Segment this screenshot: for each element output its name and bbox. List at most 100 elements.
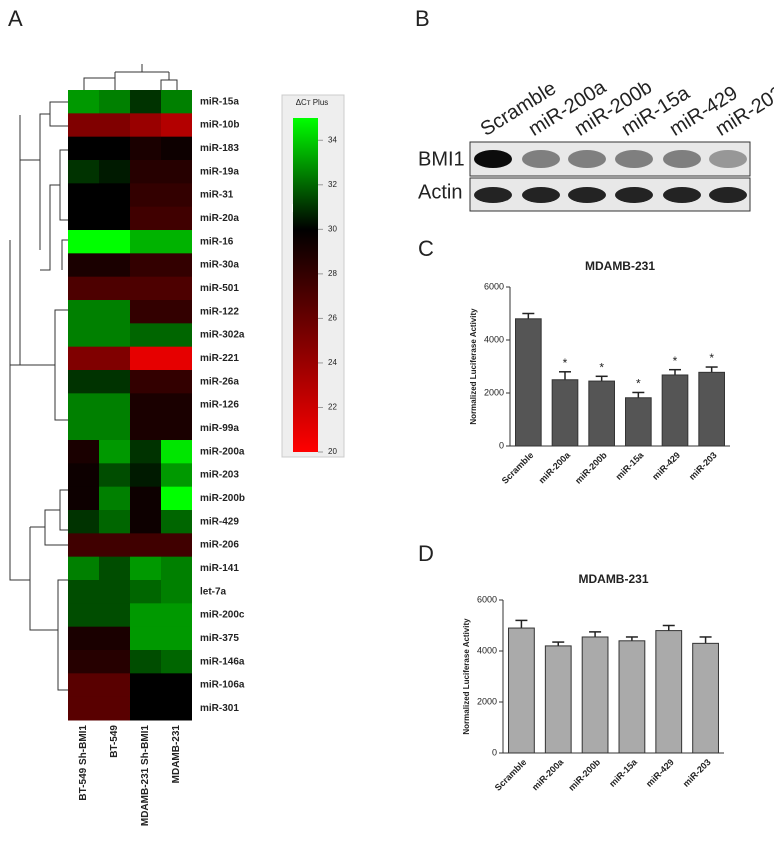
heatmap-cell bbox=[68, 346, 99, 371]
row-label: miR-200a bbox=[200, 446, 245, 457]
heatmap-cell bbox=[68, 696, 99, 721]
blot-band bbox=[522, 187, 560, 203]
heatmap-cell bbox=[99, 253, 130, 278]
row-label: miR-429 bbox=[200, 516, 239, 527]
heatmap-cell bbox=[99, 603, 130, 628]
heatmap-cell bbox=[161, 393, 192, 418]
heatmap-cell bbox=[99, 486, 130, 511]
panel-label: C bbox=[418, 236, 434, 261]
colorbar-tick-label: 28 bbox=[328, 269, 337, 278]
blot-band bbox=[615, 187, 653, 203]
blot-strip bbox=[469, 141, 751, 177]
row-label: miR-20a bbox=[200, 213, 239, 224]
heatmap-cell bbox=[161, 556, 192, 581]
x-tick-label: miR-200b bbox=[566, 757, 602, 793]
heatmap-cell bbox=[161, 346, 192, 371]
y-tick-label: 6000 bbox=[477, 594, 497, 604]
heatmap-cell bbox=[68, 603, 99, 628]
heatmap-cell bbox=[99, 300, 130, 324]
significance-mark: * bbox=[636, 377, 641, 391]
heatmap-cell bbox=[130, 580, 161, 604]
heatmap-cell bbox=[130, 696, 161, 721]
bar bbox=[698, 371, 725, 447]
heatmap-cell bbox=[130, 556, 161, 581]
heatmap-cell bbox=[161, 533, 192, 558]
row-label: miR-16 bbox=[200, 236, 234, 247]
colorbar bbox=[293, 118, 318, 452]
row-label: miR-200c bbox=[200, 610, 245, 621]
colorbar-tick-label: 26 bbox=[328, 314, 337, 323]
row-label: miR-19a bbox=[200, 166, 239, 177]
heatmap-cell bbox=[68, 650, 99, 674]
panel-label: A bbox=[8, 6, 23, 31]
heatmap-cell bbox=[161, 486, 192, 511]
heatmap-cell bbox=[161, 323, 192, 348]
heatmap-cell bbox=[68, 393, 99, 418]
x-tick-label: Scramble bbox=[500, 450, 536, 486]
heatmap-cell bbox=[99, 393, 130, 418]
heatmap-cell bbox=[130, 626, 161, 651]
row-dendrogram bbox=[9, 101, 68, 691]
colorbar-tick-label: 20 bbox=[328, 447, 337, 456]
x-tick-label: miR-203 bbox=[681, 757, 713, 789]
heatmap-cell bbox=[161, 276, 192, 301]
bar bbox=[581, 636, 609, 754]
heatmap-cell bbox=[130, 673, 161, 698]
row-label: miR-146a bbox=[200, 656, 245, 667]
heatmap-cell bbox=[161, 370, 192, 394]
row-label: miR-302a bbox=[200, 330, 245, 341]
column-label: BT-549 bbox=[109, 725, 120, 758]
row-label: miR-106a bbox=[200, 680, 245, 691]
bar bbox=[625, 397, 652, 447]
heatmap-cell bbox=[99, 136, 130, 161]
heatmap-cell bbox=[130, 253, 161, 278]
heatmap-cell bbox=[161, 416, 192, 441]
heatmap-cell bbox=[68, 253, 99, 278]
heatmap-cell bbox=[130, 370, 161, 394]
heatmap-cell bbox=[68, 183, 99, 208]
y-tick-label: 2000 bbox=[484, 387, 504, 397]
blot-band bbox=[615, 150, 653, 168]
heatmap-cell bbox=[68, 580, 99, 604]
chart-title: MDAMB-231 bbox=[578, 572, 648, 586]
bar bbox=[692, 642, 719, 754]
blot-band bbox=[568, 150, 606, 168]
heatmap-cell bbox=[130, 650, 161, 674]
heatmap-cell bbox=[130, 440, 161, 464]
heatmap-cell bbox=[99, 510, 130, 534]
heatmap-cell bbox=[130, 160, 161, 184]
heatmap-cell bbox=[161, 90, 192, 114]
blot-band bbox=[663, 187, 701, 203]
heatmap-cell bbox=[68, 510, 99, 534]
row-label: miR-26a bbox=[200, 376, 239, 387]
heatmap-cell bbox=[99, 230, 130, 254]
row-label: miR-183 bbox=[200, 143, 239, 154]
heatmap-cell bbox=[130, 230, 161, 254]
heatmap-cell bbox=[161, 626, 192, 651]
heatmap-cell bbox=[99, 533, 130, 558]
heatmap-cell bbox=[68, 370, 99, 394]
heatmap-cell bbox=[161, 300, 192, 324]
heatmap-cell bbox=[130, 416, 161, 441]
significance-mark: * bbox=[599, 360, 604, 374]
bar bbox=[655, 630, 683, 754]
colorbar-tick-label: 24 bbox=[328, 358, 337, 367]
heatmap-cell bbox=[68, 276, 99, 301]
blot-band bbox=[522, 150, 560, 168]
y-tick-label: 4000 bbox=[484, 334, 504, 344]
heatmap-cell bbox=[130, 603, 161, 628]
row-label: miR-126 bbox=[200, 400, 239, 411]
row-label: miR-15a bbox=[200, 96, 239, 107]
heatmap-cell bbox=[68, 90, 99, 114]
heatmap-cell bbox=[99, 370, 130, 394]
blot-band bbox=[568, 187, 606, 203]
heatmap-cell bbox=[68, 206, 99, 231]
column-label: BT-549 Sh-BMI1 bbox=[78, 725, 89, 801]
heatmap-cell bbox=[68, 323, 99, 348]
heatmap-cell bbox=[130, 183, 161, 208]
heatmap-cell bbox=[68, 160, 99, 184]
heatmap-cell bbox=[130, 90, 161, 114]
heatmap-cell bbox=[161, 696, 192, 721]
heatmap-cell bbox=[130, 276, 161, 301]
